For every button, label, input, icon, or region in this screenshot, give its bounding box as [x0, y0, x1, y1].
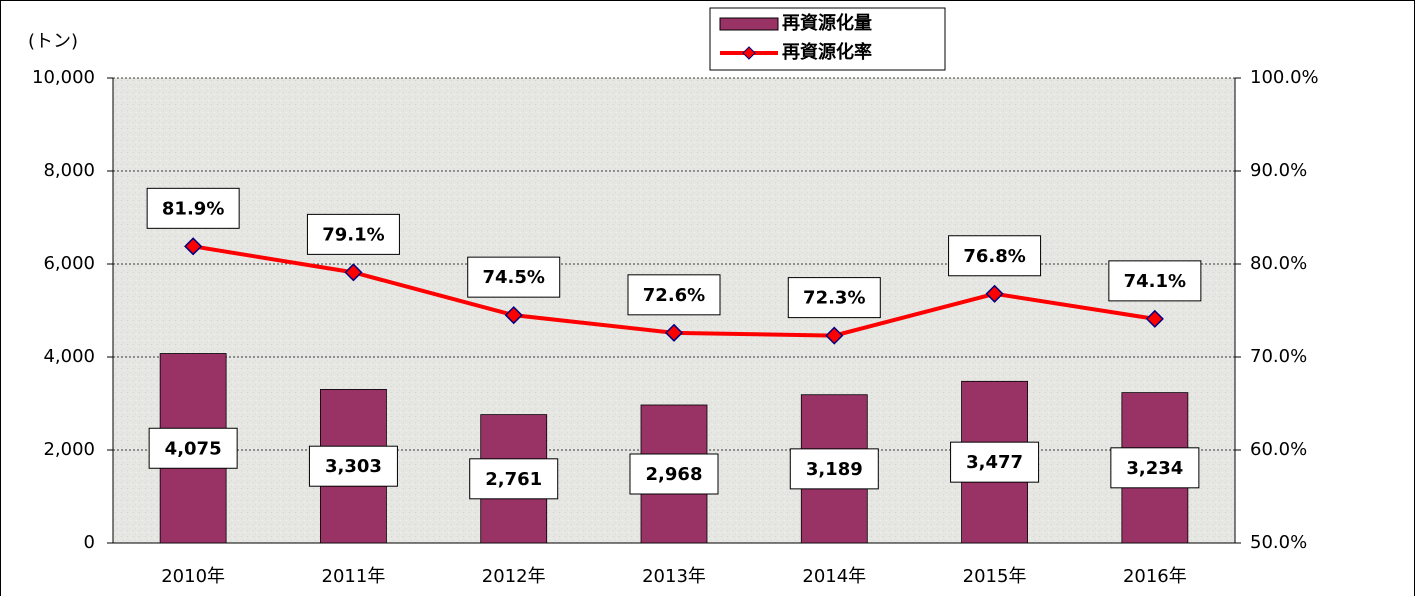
- y2-tick-label: 50.0%: [1250, 532, 1307, 553]
- y-axis-label: (トン): [28, 31, 78, 52]
- bar-label: 4,075: [165, 438, 222, 459]
- marker: [985, 284, 1004, 303]
- x-tick-label: 2011年: [322, 566, 386, 587]
- line-label: 76.8%: [963, 246, 1025, 267]
- bar-label-box: [1110, 447, 1200, 489]
- x-tick-label: 2012年: [482, 566, 546, 587]
- legend-marker: [742, 46, 756, 60]
- line-label-box: [306, 213, 400, 255]
- y2-tick-label: 70.0%: [1250, 346, 1307, 367]
- bar-label: 2,968: [646, 464, 703, 485]
- line-label: 72.3%: [803, 288, 865, 309]
- y2-tick-label: 100.0%: [1250, 67, 1319, 88]
- y2-tick-label: 80.0%: [1250, 253, 1307, 274]
- marker: [504, 306, 523, 325]
- line-label-box: [1108, 260, 1202, 302]
- line-label-box: [146, 187, 240, 229]
- legend-swatch: [719, 17, 779, 31]
- line-label-box: [627, 274, 721, 316]
- x-tick-label: 2016年: [1123, 566, 1187, 587]
- bar-label-box: [469, 458, 559, 500]
- y-tick-label: 0: [84, 532, 95, 553]
- x-tick-label: 2014年: [802, 566, 866, 587]
- bar-label: 3,189: [806, 459, 863, 480]
- x-tick-label: 2015年: [963, 566, 1027, 587]
- line-label: 72.6%: [643, 285, 705, 306]
- x-tick-label: 2013年: [642, 566, 706, 587]
- line-label-box: [467, 256, 561, 298]
- y-tick-label: 6,000: [43, 253, 95, 274]
- marker: [1145, 309, 1164, 328]
- legend-label: 再資源化量: [782, 12, 872, 34]
- bar-label-box: [950, 441, 1040, 483]
- bar-label-box: [629, 453, 719, 495]
- bar-label: 3,477: [966, 452, 1023, 473]
- line-label: 79.1%: [322, 224, 384, 245]
- y-tick-label: 8,000: [43, 160, 95, 181]
- bar-label-box: [308, 445, 398, 487]
- bar-label: 3,234: [1126, 458, 1183, 479]
- marker: [184, 237, 203, 256]
- y-tick-label: 4,000: [43, 346, 95, 367]
- line-label: 74.1%: [1124, 271, 1186, 292]
- x-tick-label: 2010年: [161, 566, 225, 587]
- bar-label: 3,303: [325, 456, 382, 477]
- y2-tick-label: 90.0%: [1250, 160, 1307, 181]
- y2-tick-label: 60.0%: [1250, 439, 1307, 460]
- marker: [344, 263, 363, 282]
- legend-label: 再資源化率: [782, 41, 872, 63]
- y-tick-label: 2,000: [43, 439, 95, 460]
- marker: [825, 326, 844, 345]
- bar-label-box: [148, 427, 238, 469]
- marker: [664, 323, 684, 342]
- y-tick-label: 10,000: [32, 67, 95, 88]
- line-label: 81.9%: [162, 198, 224, 219]
- bar-label-box: [789, 448, 879, 490]
- line-label: 74.5%: [482, 267, 544, 288]
- line-label-box: [787, 277, 881, 319]
- bar-label: 2,761: [485, 469, 542, 490]
- line-label-box: [948, 235, 1042, 277]
